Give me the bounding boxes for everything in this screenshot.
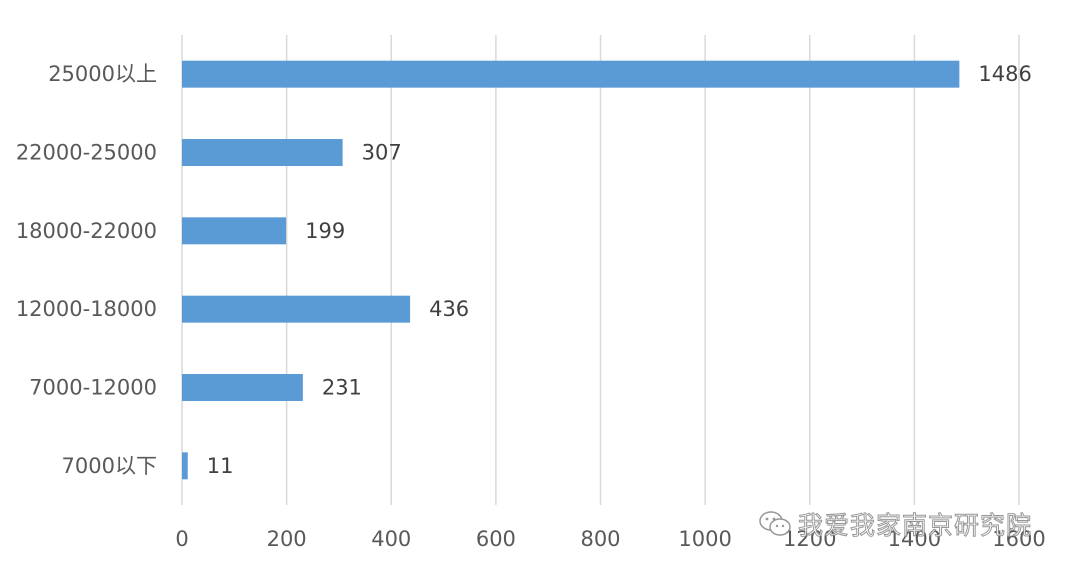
x-tick-label: 600 — [476, 527, 516, 551]
category-label: 18000-22000 — [16, 219, 157, 243]
x-tick-label: 1000 — [678, 527, 731, 551]
watermark-text: 我爱我家南京研究院 — [797, 511, 1033, 541]
category-label: 12000-18000 — [16, 297, 157, 321]
x-tick-label: 1400 — [888, 527, 941, 551]
data-label: 1486 — [978, 62, 1031, 86]
data-label: 307 — [362, 141, 402, 165]
labels: 0 200 400 600 800 1000 1200 1400 1600 25000以上 1486… — [16, 62, 1046, 551]
data-label: 231 — [322, 376, 362, 400]
bar — [182, 374, 303, 401]
x-tick-label: 1600 — [992, 527, 1045, 551]
x-tick-label: 200 — [267, 527, 307, 551]
data-label: 11 — [207, 454, 234, 478]
bar — [182, 60, 960, 88]
category-label: 7000-12000 — [29, 376, 157, 400]
bar — [182, 139, 343, 166]
data-label: 199 — [305, 219, 345, 243]
data-label: 436 — [429, 297, 469, 321]
category-label: 25000以上 — [48, 62, 157, 86]
bar — [182, 452, 188, 480]
category-label: 7000以下 — [62, 454, 157, 478]
x-tick-label: 400 — [371, 527, 411, 551]
wechat-icon — [759, 511, 791, 536]
x-tick-label: 0 — [175, 527, 188, 551]
watermark: 我爱我家南京研究院 — [758, 506, 1032, 542]
bars — [182, 60, 960, 480]
x-tick-label: 800 — [580, 527, 620, 551]
x-tick-label: 1200 — [783, 527, 836, 551]
category-label: 22000-25000 — [16, 141, 157, 165]
gridlines — [181, 35, 1020, 505]
bar — [182, 295, 411, 323]
bar — [182, 217, 287, 245]
